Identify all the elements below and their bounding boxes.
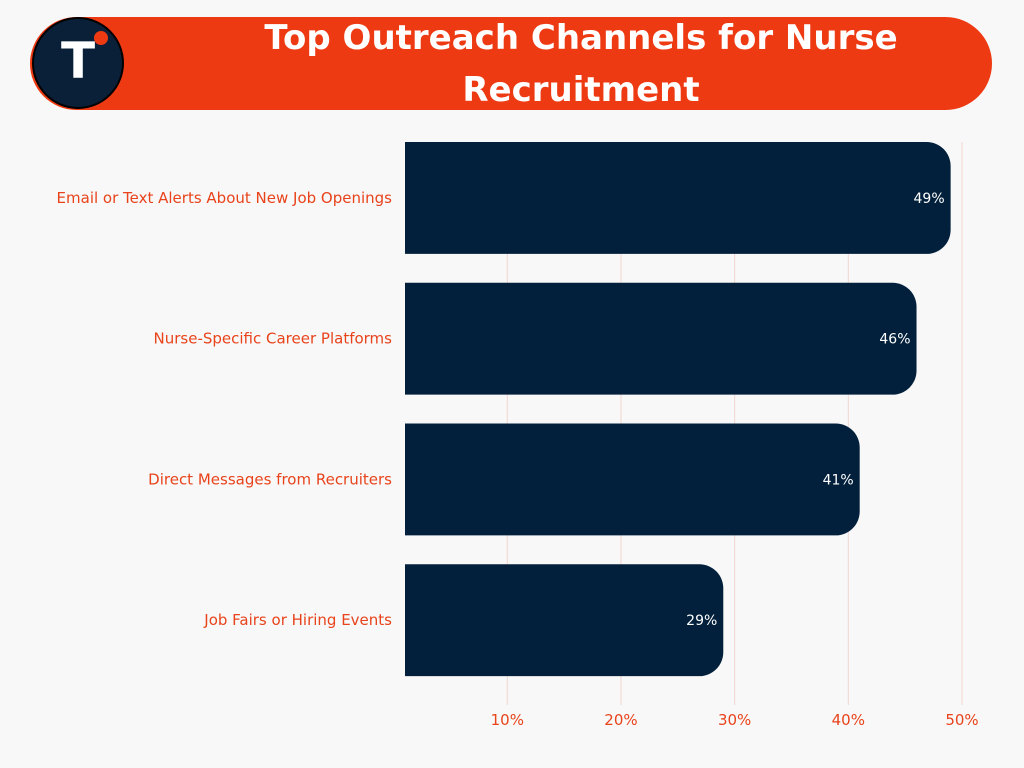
category-label: Nurse-Specific Career Platforms <box>154 330 393 348</box>
data-label: 41% <box>823 472 854 488</box>
category-label: Job Fairs or Hiring Events <box>203 611 392 629</box>
bar <box>405 142 951 254</box>
x-tick-label: 40% <box>832 711 865 729</box>
data-label: 29% <box>686 613 717 629</box>
bar <box>405 564 724 677</box>
chart-title: Top Outreach Channels for Nurse Recruitm… <box>264 17 898 110</box>
category-label: Direct Messages from Recruiters <box>148 470 392 488</box>
logo: T <box>32 17 124 109</box>
data-label: 46% <box>879 332 910 348</box>
x-tick-label: 20% <box>604 711 637 729</box>
title-banner: Top Outreach Channels for Nurse Recruitm… <box>30 17 992 110</box>
logo-dot-icon <box>94 31 108 45</box>
category-label: Email or Text Alerts About New Job Openi… <box>57 189 393 207</box>
data-label: 49% <box>914 191 945 207</box>
x-tick-label: 30% <box>718 711 751 729</box>
bar <box>405 423 860 536</box>
x-tick-label: 10% <box>491 711 524 729</box>
logo-letter: T <box>60 32 96 90</box>
bar <box>405 282 917 395</box>
x-tick-label: 50% <box>945 711 978 729</box>
